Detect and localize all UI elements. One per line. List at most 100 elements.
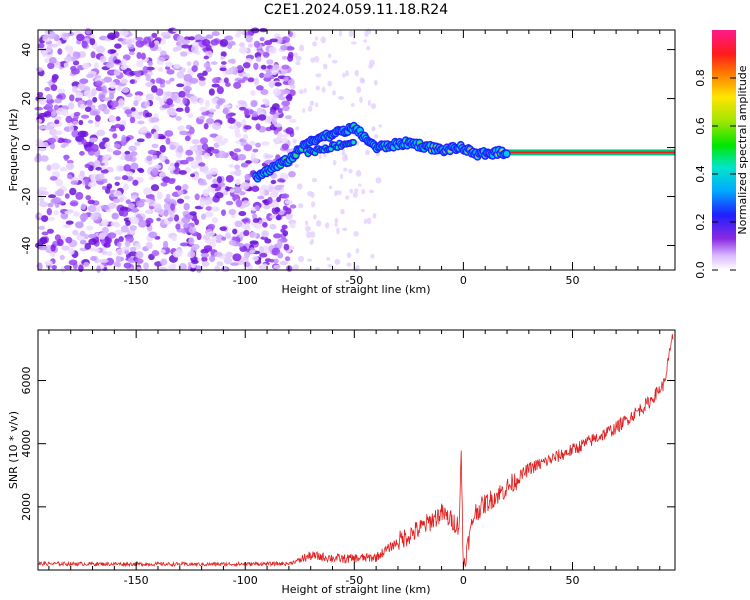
noise-speck bbox=[223, 256, 233, 265]
spectrogram-y-tick-label: 0 bbox=[20, 144, 33, 151]
noise-speck bbox=[79, 230, 86, 237]
noise-speck bbox=[276, 196, 282, 203]
noise-speck bbox=[41, 215, 49, 222]
noise-speck bbox=[156, 217, 162, 222]
noise-speck bbox=[219, 39, 229, 47]
noise-speck bbox=[46, 228, 54, 234]
noise-speck bbox=[274, 207, 281, 213]
noise-speck bbox=[205, 117, 214, 125]
noise-speck bbox=[211, 83, 220, 88]
noise-speck bbox=[145, 81, 154, 87]
noise-speck bbox=[190, 161, 199, 169]
noise-speck bbox=[198, 97, 204, 105]
noise-speck bbox=[251, 116, 259, 121]
noise-speck bbox=[211, 216, 219, 224]
noise-speck bbox=[378, 124, 382, 128]
noise-speck bbox=[220, 61, 227, 65]
noise-speck bbox=[217, 140, 226, 146]
noise-speck bbox=[164, 66, 171, 70]
noise-speck bbox=[196, 144, 204, 151]
noise-speck bbox=[44, 260, 53, 265]
noise-speck bbox=[175, 107, 184, 112]
noise-speck bbox=[231, 152, 239, 161]
noise-speck bbox=[274, 36, 283, 44]
noise-speck bbox=[53, 210, 59, 216]
noise-speck bbox=[158, 267, 168, 272]
noise-speck bbox=[62, 224, 71, 229]
noise-speck bbox=[85, 73, 95, 79]
noise-speck bbox=[187, 113, 194, 118]
spectrogram-y-tick-label: 20 bbox=[20, 92, 33, 106]
noise-speck bbox=[342, 72, 346, 78]
noise-speck bbox=[181, 39, 191, 45]
noise-speck bbox=[277, 252, 284, 259]
noise-speck bbox=[127, 202, 135, 209]
colorbar-tick-label: 0.0 bbox=[694, 261, 707, 279]
noise-speck bbox=[166, 69, 175, 75]
noise-speck bbox=[159, 171, 166, 177]
noise-speck bbox=[339, 173, 344, 180]
noise-speck bbox=[121, 175, 129, 181]
noise-speck bbox=[194, 218, 200, 226]
noise-speck bbox=[106, 62, 115, 69]
noise-speck bbox=[109, 81, 117, 90]
noise-speck bbox=[233, 148, 242, 153]
noise-speck bbox=[160, 182, 168, 187]
noise-speck bbox=[280, 228, 286, 233]
noise-speck bbox=[331, 59, 338, 64]
noise-speck bbox=[170, 203, 176, 211]
noise-speck bbox=[177, 145, 184, 153]
noise-speck bbox=[354, 188, 359, 193]
noise-speck bbox=[280, 193, 290, 199]
noise-speck bbox=[346, 262, 352, 267]
noise-speck bbox=[156, 191, 163, 200]
noise-speck bbox=[281, 133, 289, 138]
noise-speck bbox=[241, 200, 251, 208]
noise-speck bbox=[302, 108, 306, 113]
noise-speck bbox=[168, 264, 175, 271]
noise-speck bbox=[75, 91, 84, 99]
noise-speck bbox=[198, 78, 206, 87]
noise-speck bbox=[321, 86, 326, 93]
noise-speck bbox=[228, 208, 237, 216]
noise-speck bbox=[172, 47, 179, 53]
noise-speck bbox=[145, 93, 154, 101]
noise-speck bbox=[334, 222, 338, 227]
noise-speck bbox=[253, 77, 259, 86]
noise-speck bbox=[208, 108, 217, 113]
noise-speck bbox=[133, 100, 139, 107]
noise-speck bbox=[168, 178, 176, 185]
noise-speck bbox=[253, 62, 259, 71]
noise-speck bbox=[361, 188, 366, 195]
noise-speck bbox=[66, 174, 73, 180]
noise-speck bbox=[107, 32, 116, 40]
noise-speck bbox=[105, 257, 115, 266]
noise-speck bbox=[159, 144, 166, 153]
noise-speck bbox=[130, 107, 136, 112]
noise-speck bbox=[85, 194, 92, 201]
noise-speck bbox=[310, 238, 314, 243]
noise-speck bbox=[81, 62, 90, 70]
noise-speck bbox=[277, 107, 283, 114]
noise-speck bbox=[249, 240, 259, 245]
noise-speck bbox=[110, 100, 119, 108]
noise-speck bbox=[129, 246, 137, 252]
noise-speck bbox=[39, 197, 45, 203]
noise-speck bbox=[281, 100, 290, 107]
noise-speck bbox=[181, 44, 191, 49]
noise-speck bbox=[292, 138, 297, 144]
noise-speck bbox=[373, 134, 379, 139]
noise-speck bbox=[281, 64, 290, 70]
noise-speck bbox=[68, 248, 75, 255]
noise-speck bbox=[259, 252, 268, 258]
noise-speck bbox=[191, 65, 198, 72]
noise-speck bbox=[280, 44, 288, 51]
noise-speck bbox=[229, 188, 235, 193]
noise-speck bbox=[151, 143, 159, 149]
noise-speck bbox=[194, 193, 200, 201]
colorbar-tick-label: 0.8 bbox=[694, 69, 707, 87]
noise-speck bbox=[311, 177, 318, 183]
noise-speck bbox=[46, 164, 52, 171]
noise-speck bbox=[200, 213, 207, 220]
noise-speck bbox=[225, 175, 234, 183]
